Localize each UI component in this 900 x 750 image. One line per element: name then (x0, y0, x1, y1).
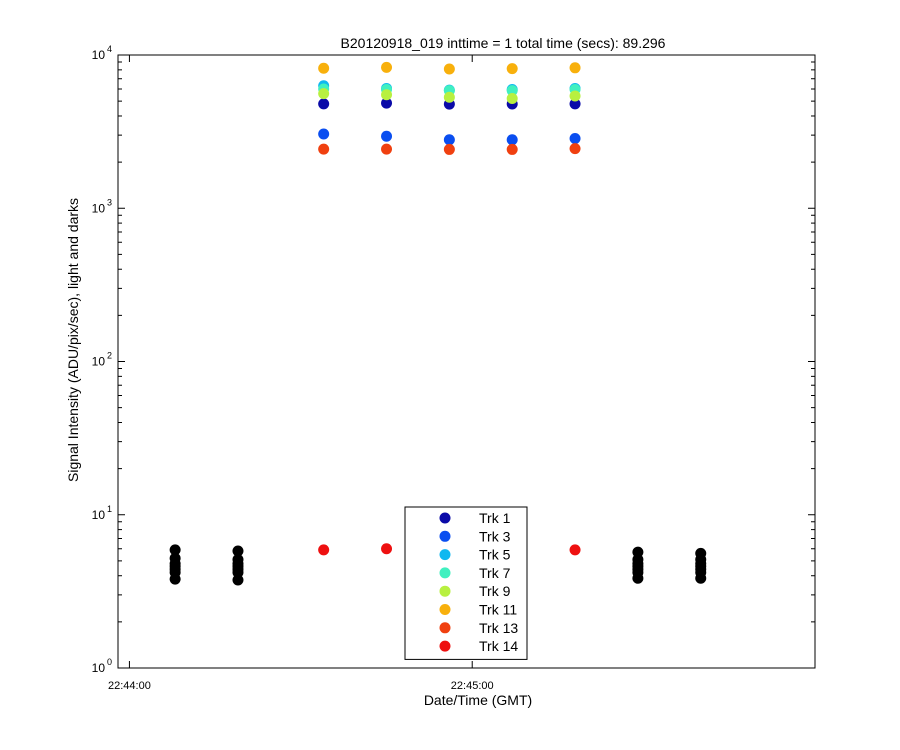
legend-label: Trk 1 (479, 510, 511, 526)
y-tick-label: 10 (92, 661, 106, 675)
legend-marker (439, 585, 451, 597)
dark-point (632, 572, 644, 584)
legend-marker (439, 530, 451, 542)
legend-marker (439, 622, 451, 634)
y-tick-label: 10 (92, 508, 106, 522)
legend-marker (439, 549, 451, 561)
plot-area-frame (117, 54, 816, 669)
x-axis-label: Date/Time (GMT) (424, 692, 532, 708)
y-tick-exponent: 1 (107, 504, 112, 514)
data-point (318, 98, 330, 110)
data-point (381, 61, 393, 73)
legend-label: Trk 7 (479, 565, 511, 581)
data-points (318, 61, 581, 556)
data-point (318, 62, 330, 74)
legend-label: Trk 13 (479, 620, 518, 636)
data-point (506, 85, 518, 97)
data-point (318, 88, 330, 100)
data-point (569, 62, 581, 74)
data-point (569, 98, 581, 110)
y-tick-label: 10 (92, 355, 106, 369)
dark-point (695, 572, 707, 584)
legend-label: Trk 5 (479, 547, 511, 563)
data-point (506, 63, 518, 75)
data-point (318, 143, 330, 155)
data-point (443, 91, 455, 103)
data-point (569, 133, 581, 145)
legend-marker (439, 567, 451, 579)
x-tick-label: 22:45:00 (451, 680, 494, 692)
data-point (381, 89, 393, 101)
dark-point (232, 566, 244, 578)
data-point (381, 143, 393, 155)
legend-label: Trk 9 (479, 583, 511, 599)
legend: Trk 1 Trk 3 Trk 5 Trk 7 Trk 9 Trk 11 Trk 13 Trk… (404, 506, 528, 660)
data-point (381, 130, 393, 142)
y-tick-exponent: 0 (107, 657, 112, 667)
legend-marker (439, 604, 451, 615)
data-point (443, 134, 455, 146)
legend-marker (439, 640, 451, 652)
y-tick-label: 10 (92, 201, 106, 215)
data-point (569, 90, 581, 102)
legend-label: Trk 3 (479, 528, 511, 544)
data-point (443, 143, 455, 155)
y-tick-exponent: 3 (107, 197, 112, 207)
data-point (569, 143, 581, 155)
data-point (443, 63, 455, 75)
legend-label: Trk 11 (479, 602, 517, 618)
data-point (381, 543, 393, 555)
chart-title: B20120918_019 inttime = 1 total time (se… (341, 35, 666, 51)
data-point (506, 93, 518, 105)
legend-label: Trk 14 (479, 638, 518, 654)
y-axis-label: Signal Intensity (ADU/pix/sec), light an… (65, 198, 81, 482)
dark-point (169, 544, 181, 556)
data-point (506, 134, 518, 146)
dark-point (232, 574, 244, 586)
legend-box (404, 506, 528, 660)
y-tick-exponent: 4 (107, 44, 112, 54)
data-point (381, 97, 393, 109)
data-point (318, 544, 330, 556)
dark-series (169, 544, 707, 586)
y-tick-exponent: 2 (107, 351, 112, 361)
data-point (506, 143, 518, 155)
data-point (569, 544, 581, 556)
x-tick-label: 22:44:00 (108, 680, 151, 692)
dark-point (232, 545, 244, 557)
data-point (318, 128, 330, 140)
dark-point (169, 573, 181, 585)
legend-marker (439, 512, 451, 524)
y-tick-label: 10 (92, 48, 106, 62)
